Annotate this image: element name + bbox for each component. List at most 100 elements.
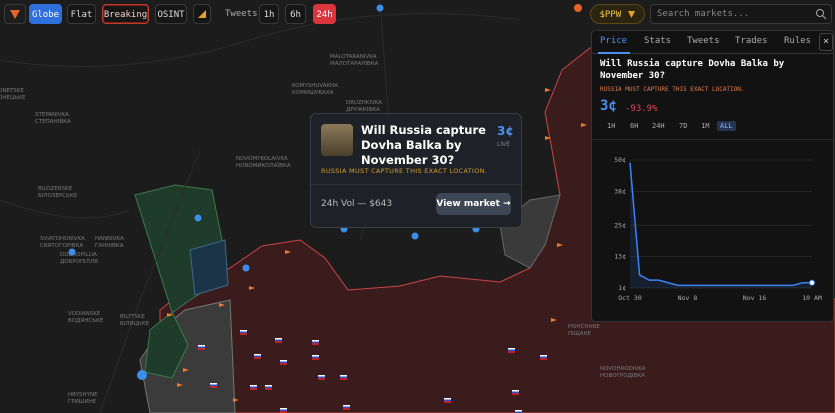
map-marker[interactable] xyxy=(411,232,419,240)
flag-bot xyxy=(540,358,547,360)
panel-tab[interactable]: Rules xyxy=(784,36,812,46)
map-marker[interactable] xyxy=(137,370,147,380)
flag-bot xyxy=(275,341,282,343)
map-marker[interactable] xyxy=(376,4,384,12)
popup-note: RUSSIA MUST CAPTURE THIS EXACT LOCATION. xyxy=(321,167,488,175)
flag-top xyxy=(515,410,522,412)
front-arrow xyxy=(581,123,587,127)
place-label: STEPANIVKA xyxy=(35,112,69,118)
alerts-button[interactable] xyxy=(193,4,211,24)
market-popup: Will Russia capture Dovha Balka by Novem… xyxy=(310,113,522,228)
flag-mid xyxy=(312,341,319,344)
place-label: ДРУЖКІВКА xyxy=(346,107,380,113)
flag-top xyxy=(444,398,451,400)
place-label: ГАННІВКА xyxy=(95,243,124,249)
flag-top xyxy=(512,390,519,392)
flag-mid xyxy=(540,356,547,359)
panel-tab[interactable]: Stats xyxy=(644,36,672,46)
flag-top xyxy=(280,408,287,410)
flag-top xyxy=(280,360,287,362)
place-label: HRYSHYNE xyxy=(68,392,98,398)
x-tick-label: Oct 30 xyxy=(618,294,642,302)
flag-bot xyxy=(312,358,319,360)
popup-price: 3¢ xyxy=(497,124,514,138)
place-label: NOVOMYKOLAIVKA xyxy=(236,156,288,162)
view-button[interactable]: Breaking xyxy=(102,4,149,24)
panel-title: Will Russia capture Dovha Balka by Novem… xyxy=(600,59,785,81)
flag-bot xyxy=(340,378,347,380)
panel-tab[interactable]: Tweets xyxy=(687,36,720,46)
flag-mid xyxy=(198,346,205,349)
flag-top xyxy=(318,375,325,377)
flag-top xyxy=(540,355,547,357)
flag-mid xyxy=(340,376,347,379)
y-tick-label: 13¢ xyxy=(614,253,626,261)
flag-bot xyxy=(312,343,319,345)
view-button[interactable]: Globe xyxy=(29,4,62,24)
token-label: $PPW xyxy=(599,10,622,20)
view-button[interactable]: Flat xyxy=(67,4,96,24)
flag-mid xyxy=(240,331,247,334)
flag-bot xyxy=(280,411,287,413)
flag-mid xyxy=(444,399,451,402)
place-label: ONETSKE xyxy=(0,88,24,94)
tweets-label: Tweets: xyxy=(225,9,263,19)
place-label: NOVOHRODIVKA xyxy=(600,366,646,372)
chart-range-button[interactable]: 1H xyxy=(607,122,616,130)
flag-bot xyxy=(265,388,272,390)
map-marker[interactable] xyxy=(194,214,202,222)
panel-tab[interactable]: Trades xyxy=(735,36,768,46)
last-point xyxy=(809,279,815,286)
map-marker[interactable] xyxy=(242,264,250,272)
chart-range-button[interactable]: 24H xyxy=(652,122,665,130)
flag-mid xyxy=(512,391,519,394)
front-arrow xyxy=(249,286,255,290)
place-label: SVIATOHORIVKA xyxy=(40,236,85,242)
token-badge[interactable]: $PPW xyxy=(590,4,645,24)
flag-mid xyxy=(280,361,287,364)
close-button[interactable]: × xyxy=(819,33,833,51)
flag-bot xyxy=(508,351,515,353)
front-arrow xyxy=(557,243,563,247)
flag-bot xyxy=(210,386,217,388)
flag-mid xyxy=(265,386,272,389)
view-market-button[interactable]: View market → xyxy=(436,193,511,215)
flag-bot xyxy=(512,393,519,395)
flag-mid xyxy=(515,411,522,413)
panel-tab[interactable]: Price xyxy=(600,36,628,46)
view-button[interactable]: OSINT xyxy=(155,4,187,24)
search-placeholder: Search markets... xyxy=(657,9,750,19)
front-arrow xyxy=(545,88,551,92)
flag-mid xyxy=(508,349,515,352)
front-arrow xyxy=(183,368,189,372)
active-marker[interactable] xyxy=(574,4,582,12)
place-label: KOMYSHUVAKHA xyxy=(292,83,338,89)
flag-mid xyxy=(275,339,282,342)
chart-range-button[interactable]: 7D xyxy=(679,122,688,130)
flag-bot xyxy=(280,363,287,365)
tweet-range-button[interactable]: 6h xyxy=(285,4,306,24)
logo[interactable] xyxy=(4,4,26,24)
chart-range-button[interactable]: 6H xyxy=(630,122,639,130)
flag-top xyxy=(343,405,350,407)
place-label: DRUZHKIVKA xyxy=(346,100,382,106)
flag-mid xyxy=(210,384,217,387)
flag-bot xyxy=(240,333,247,335)
place-label: МАЛОТАРАНІВКА xyxy=(330,61,379,67)
place-label: ГРИШИНЕ xyxy=(68,399,97,405)
flag-bot xyxy=(254,357,261,359)
flag-top xyxy=(254,354,261,356)
chart-range-button[interactable]: 1M xyxy=(701,122,710,130)
flag-mid xyxy=(280,409,287,412)
place-label: БІЛОЗЕРСЬКЕ xyxy=(38,193,78,199)
y-tick-label: 25¢ xyxy=(614,221,626,229)
front-arrow xyxy=(167,313,173,317)
place-label: HANNIVKA xyxy=(95,236,124,242)
tweet-range-button[interactable]: 24h xyxy=(313,4,336,24)
y-tick-label: 50¢ xyxy=(614,156,626,164)
search-box[interactable]: Search markets... xyxy=(650,4,832,24)
flag-top xyxy=(340,375,347,377)
map-marker[interactable] xyxy=(68,248,76,256)
chart-range-button[interactable]: ALL xyxy=(717,121,736,131)
tweet-range-button[interactable]: 1h xyxy=(259,4,279,24)
